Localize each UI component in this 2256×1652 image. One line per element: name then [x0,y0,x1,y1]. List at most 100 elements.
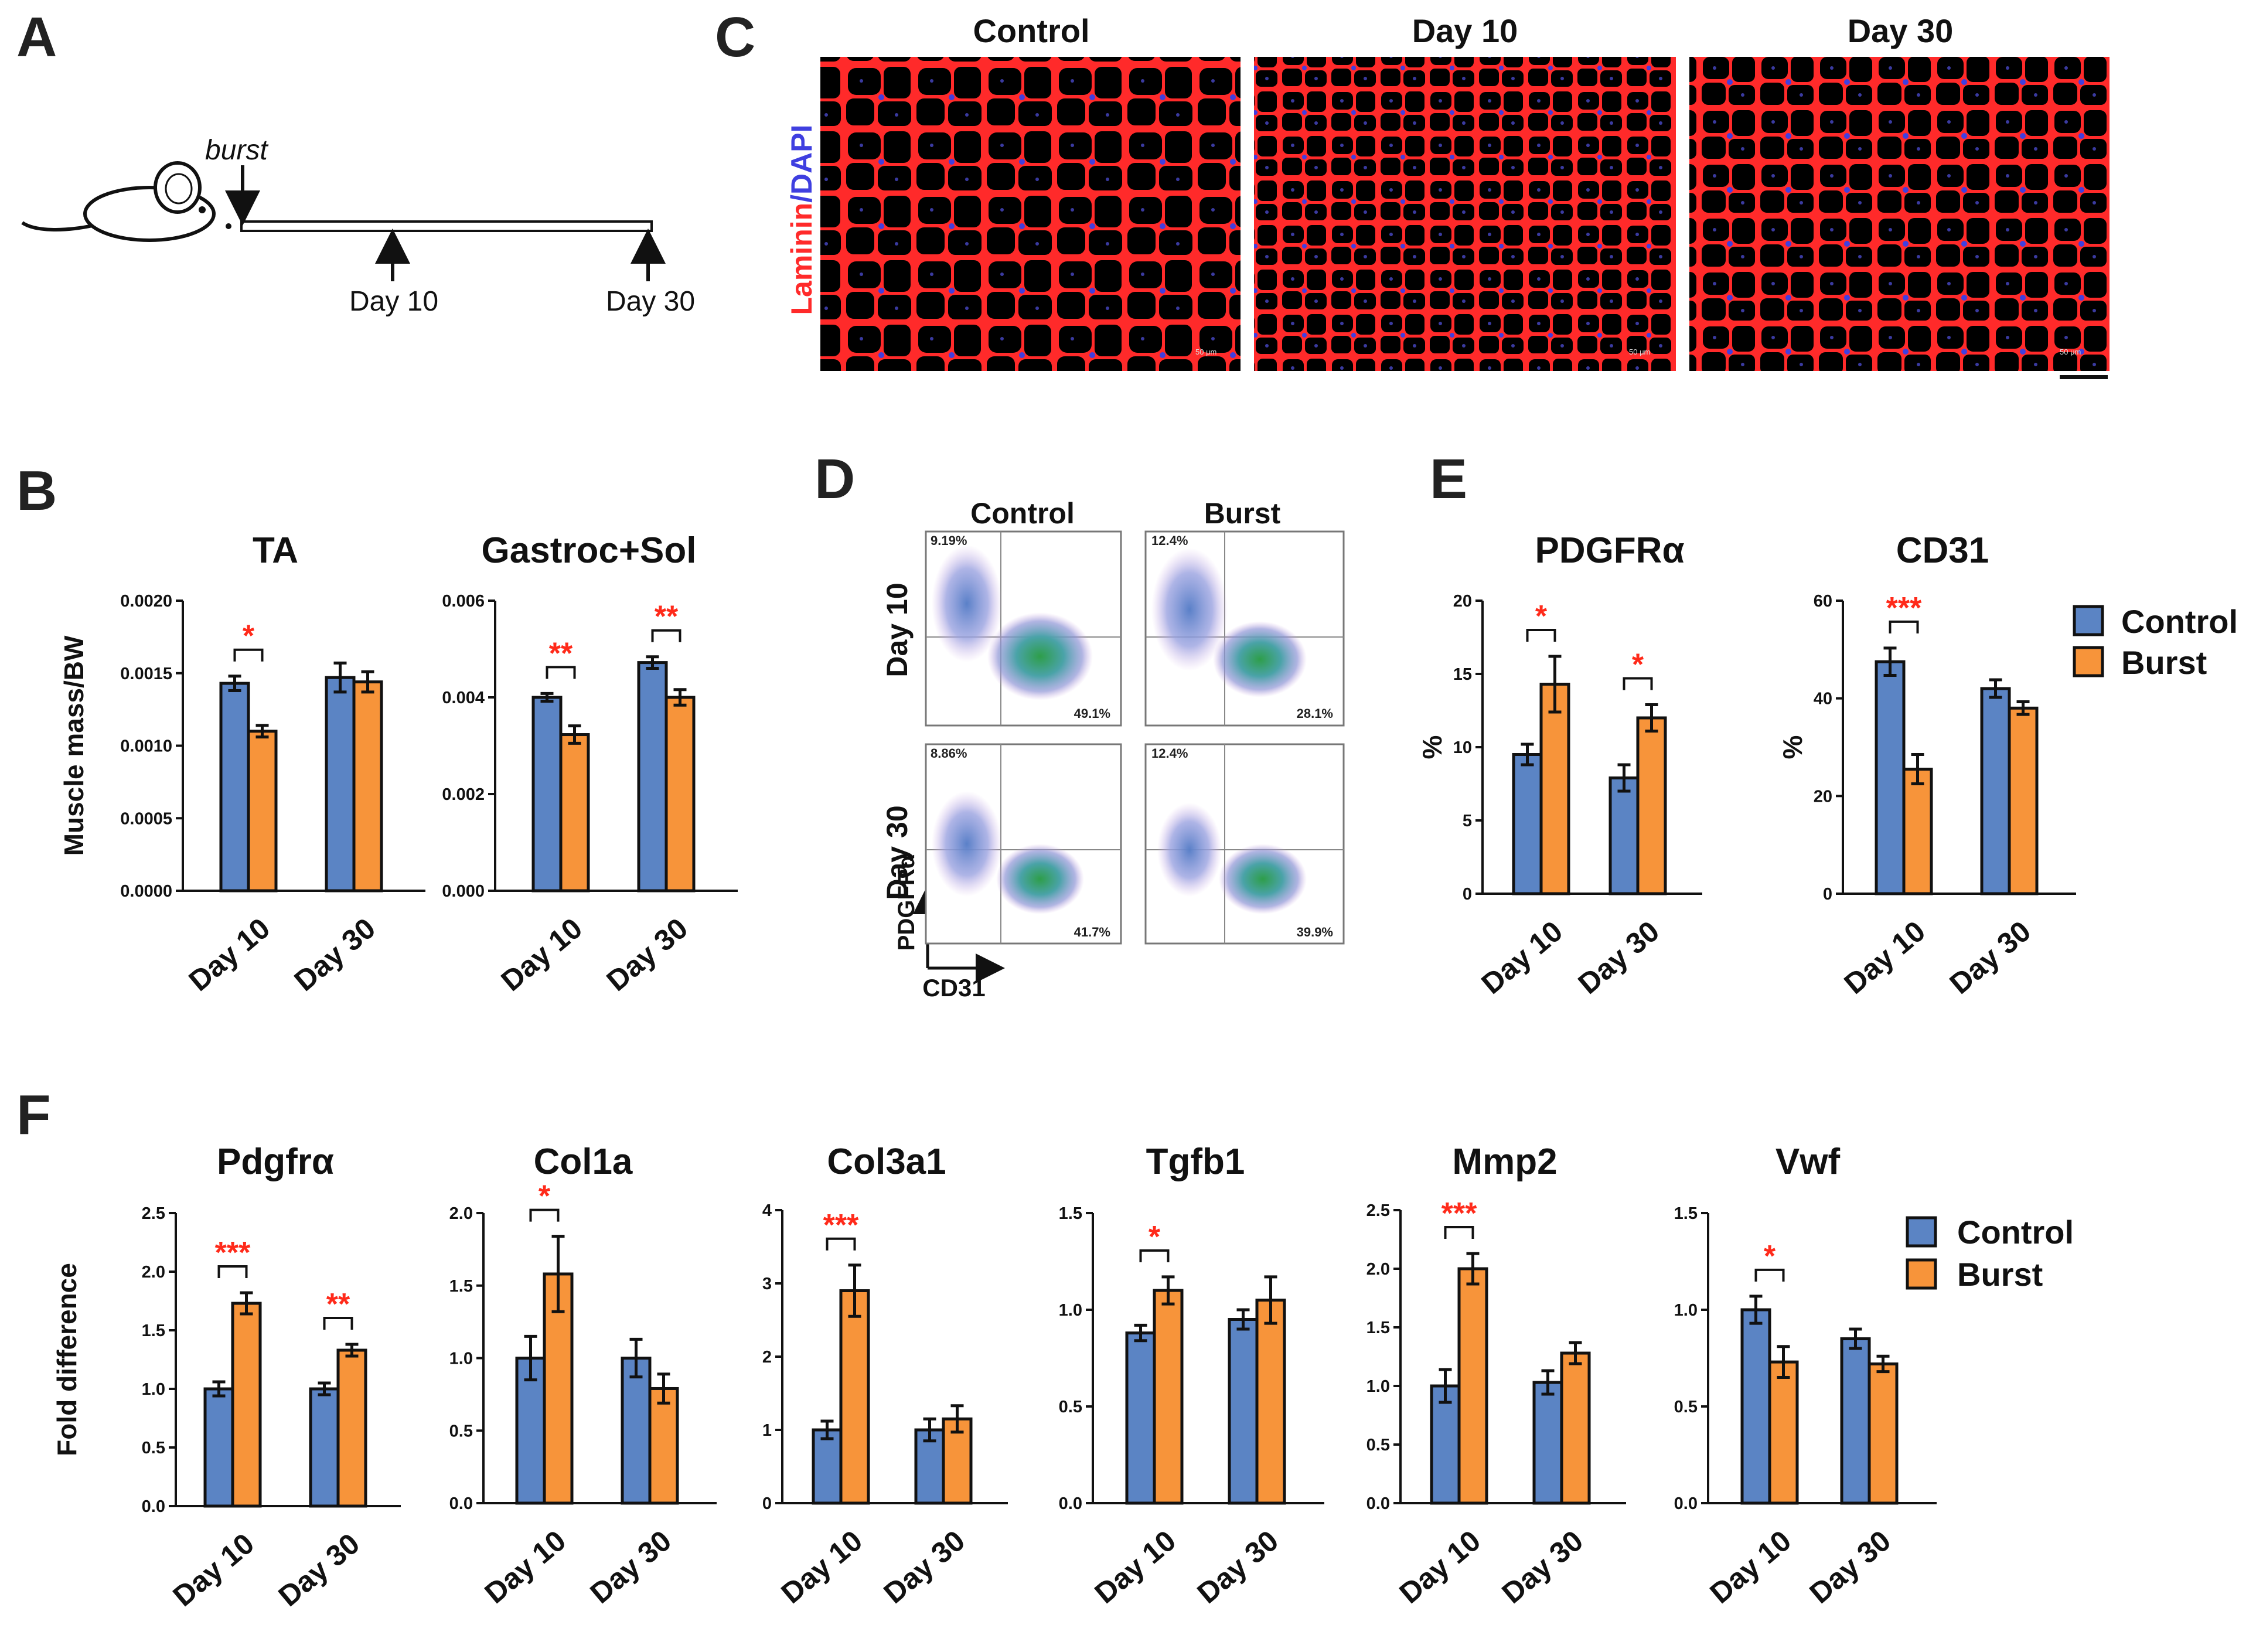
y-tick-label: 1 [762,1421,772,1440]
day10-label: Day 10 [349,286,438,317]
x-tick-label: Day 30 [1804,1524,1897,1610]
significance-label: * [1535,600,1548,633]
panel-letter-a: A [16,6,57,69]
burst-label: burst [205,135,268,166]
y-tick-label: 2.0 [1366,1260,1390,1279]
significance-label: * [243,619,255,653]
bar-burst-day30 [1867,1362,1899,1505]
bar-burst-day30 [1560,1351,1591,1505]
significance-label: *** [823,1208,859,1242]
legend-label-control: Control [1957,1214,2074,1251]
significance-bracket [217,1265,248,1278]
y-tick-label: 1.5 [142,1321,165,1340]
facs-col-burst: Burst [1204,497,1281,530]
facs-x-label: CD31 [922,974,985,1002]
y-tick-label: 10 [1453,738,1472,757]
y-tick-label: 1.5 [1674,1204,1698,1223]
facs-row-day10: Day 10 [881,583,914,677]
y-tick-label: 0.006 [442,592,485,611]
chart-title: Mmp2 [1452,1142,1557,1182]
y-tick-label: 20 [1814,787,1832,806]
bar-control-day30 [1608,776,1640,895]
y-axis-label: Muscle mass/BW [59,635,89,856]
bar-burst-day30 [1636,716,1667,895]
bar-control-day10 [203,1387,234,1508]
y-tick-label: 4 [762,1201,772,1220]
significance-label: * [1632,648,1644,682]
bar-control-day10 [1875,660,1906,895]
facs-plot-burst-day10: 12.4% 28.1% [1144,530,1345,727]
significance-bracket [826,1237,856,1251]
chart-ta: TA 0.0000 0.0005 0.0010 0.0015 0.0020 Muscle m… [59,530,425,997]
chart-title: Col1a [534,1142,633,1182]
chart-tgfb1: Tgfb1 0.0 0.5 1.0 1.5 Day 10 * Day 30 [1059,1142,1324,1610]
facs-col-control: Control [970,497,1075,530]
facs-plot-control-day30: 8.86% 41.7% [925,743,1122,945]
significance-label: *** [215,1236,251,1270]
x-tick-label: Day 30 [584,1524,678,1610]
chart-pdgfra_pct: PDGFRα 0 5 10 15 20% Day 10 * Day 30 * [1417,530,1702,1000]
bar-control-day10 [1740,1308,1771,1505]
significance-bracket [1889,620,1919,633]
bar-burst-day30 [664,696,696,893]
legend-swatch-control [2073,605,2104,636]
y-tick-label: 1.5 [449,1277,473,1296]
x-tick-label: Day 30 [288,912,382,998]
chart-cd31_pct: CD31 0 20 40 60% Day 10 *** Day 30 [1777,530,2076,1000]
x-tick-label: Day 10 [1393,1524,1487,1610]
bar-control-day30 [637,661,668,893]
y-tick-label: 0.5 [449,1422,473,1440]
timeline-bar [240,220,653,232]
y-tick-label: 1.0 [449,1350,473,1368]
y-tick-label: 0.0 [1674,1494,1698,1513]
facs-pct: 9.19% [931,533,967,548]
micrograph-control [820,57,1241,371]
bar-control-day30 [1840,1337,1871,1505]
bar-control-day10 [1512,753,1543,895]
bar-control-day30 [621,1357,652,1505]
y-tick-label: 40 [1814,690,1832,709]
bar-control-day10 [812,1428,843,1505]
bar-burst-day30 [352,680,383,893]
day30-label: Day 30 [606,286,695,317]
y-tick-label: 0 [762,1494,772,1513]
y-tick-label: 0.0015 [120,665,172,683]
x-tick-label: Day 10 [1475,915,1569,1001]
facs-pct: 28.1% [1297,706,1333,721]
x-tick-label: Day 30 [1572,915,1666,1001]
x-tick-label: Day 10 [495,912,589,998]
y-tick-label: 1.0 [1059,1301,1082,1320]
chart-mmp2: Mmp2 0.0 0.5 1.0 1.5 2.0 2.5 Day 10 *** Day 30 [1366,1142,1626,1610]
y-tick-label: 2.5 [1366,1201,1390,1220]
stain-label: Laminin/DAPI [785,124,818,315]
y-axis-label: Fold difference [52,1263,82,1456]
scale-text-day10: 50 μm [1629,348,1650,356]
stain-dapi: DAPI [785,124,818,194]
facs-pct: 12.4% [1151,746,1188,761]
y-tick-label: 0.0 [449,1494,473,1513]
legend-swatch-control [1906,1216,1937,1248]
facs-y-label: PDGFRα [894,854,919,951]
chart-title: PDGFRα [1535,530,1684,571]
chart-title: Col3a1 [827,1142,946,1182]
y-tick-label: 2.5 [142,1204,165,1223]
bar-burst-day30 [648,1387,679,1505]
x-tick-label: Day 10 [1089,1524,1182,1610]
micrograph-day30 [1689,57,2110,371]
facs-pct: 8.86% [931,746,967,761]
y-tick-label: 0.5 [1674,1398,1698,1416]
legend-label-burst: Burst [2121,644,2207,681]
y-tick-label: 15 [1453,665,1472,684]
y-tick-label: 0.5 [1366,1436,1390,1455]
bar-burst-day10 [231,1302,262,1508]
y-tick-label: 0.0010 [120,737,172,756]
chart-title: CD31 [1896,530,1989,571]
x-tick-label: Day 10 [167,1527,261,1613]
y-tick-label: 0.5 [1059,1398,1082,1416]
y-tick-label: 1.0 [1674,1301,1698,1320]
y-tick-label: 1.0 [142,1380,165,1399]
x-tick-label: Day 30 [1944,915,2037,1001]
y-tick-label: 1.0 [1366,1377,1390,1396]
bar-burst-day10 [1902,768,1933,895]
